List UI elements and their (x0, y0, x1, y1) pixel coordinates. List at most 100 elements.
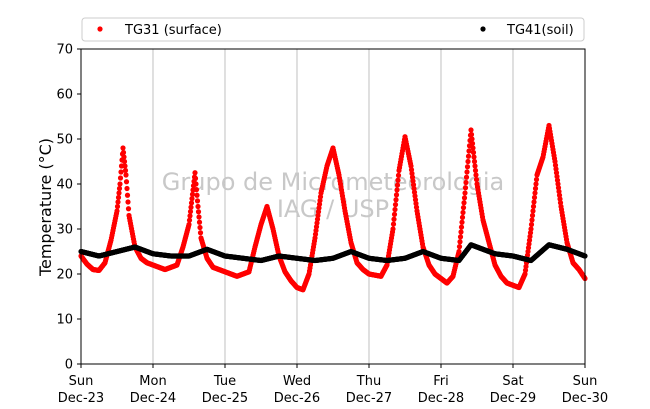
data-point (392, 206, 398, 213)
data-point (463, 179, 469, 186)
data-point (118, 169, 124, 175)
data-point (392, 202, 399, 208)
data-point (121, 154, 127, 160)
data-point (462, 190, 468, 196)
data-point (529, 217, 535, 223)
data-point (192, 175, 199, 181)
data-point (531, 194, 538, 201)
data-point (465, 158, 471, 165)
data-point (115, 194, 122, 201)
data-point (393, 192, 400, 198)
watermark-line-2: IAG / USP (277, 195, 389, 223)
watermark: Grupo de Micrometeorologia IAG / USP (162, 168, 504, 223)
data-point (473, 176, 480, 183)
data-point (471, 158, 478, 165)
data-point (530, 203, 537, 210)
data-point (459, 219, 465, 225)
series-tg31 (78, 122, 588, 293)
data-point (124, 185, 130, 192)
data-point (528, 221, 535, 228)
data-point (470, 149, 477, 156)
data-point (459, 214, 466, 220)
y-tick-label: 60 (56, 88, 73, 103)
data-point (466, 148, 472, 154)
data-point (394, 187, 400, 193)
x-tick-label-day: Sun (69, 374, 94, 389)
data-point (533, 181, 539, 187)
data-point (114, 208, 120, 214)
data-point (460, 209, 466, 216)
data-point (472, 163, 478, 169)
data-point (197, 230, 204, 236)
data-point (116, 185, 123, 192)
watermark-line-1: Grupo de Micrometeorologia (162, 168, 504, 196)
data-point (188, 204, 194, 210)
y-tick-label: 40 (56, 178, 73, 193)
data-point (468, 127, 474, 133)
x-tick-label-date: Dec-27 (346, 391, 392, 406)
data-point (120, 149, 127, 156)
data-point (125, 199, 131, 205)
legend: TG31 (surface) TG41(soil) (81, 17, 585, 42)
data-point (395, 177, 401, 183)
data-point (117, 181, 123, 187)
data-point (192, 170, 198, 176)
y-tick-label: 20 (56, 268, 73, 283)
y-tick-label: 70 (56, 43, 73, 58)
data-point (458, 224, 465, 230)
data-point (196, 214, 202, 220)
data-point (528, 226, 534, 232)
data-point (532, 190, 538, 196)
data-point (458, 229, 464, 235)
data-point (391, 216, 397, 222)
data-point (464, 169, 470, 175)
data-point (473, 172, 479, 178)
data-point (194, 198, 201, 204)
x-tick-label-day: Fri (433, 374, 449, 389)
data-point (461, 200, 467, 206)
data-point (471, 154, 477, 160)
data-point (464, 164, 471, 170)
x-tick-label-day: Tue (213, 374, 236, 389)
data-point (390, 221, 397, 227)
data-point (193, 181, 199, 187)
x-tick-label-date: Dec-25 (202, 391, 248, 406)
data-point (197, 224, 203, 231)
data-point (395, 172, 402, 178)
data-point (114, 203, 121, 210)
data-point (122, 163, 128, 169)
data-point (465, 153, 472, 159)
data-point (532, 185, 539, 192)
data-point (457, 239, 463, 245)
data-point (469, 136, 475, 142)
vertical-grid (152, 49, 514, 364)
x-tick-label-day: Sat (502, 374, 523, 389)
data-point (187, 208, 194, 215)
x-axis: Sun Dec-23 Mon Dec-24 Tue Dec-25 Wed Dec-26 Thu D… (58, 364, 608, 406)
data-point (394, 182, 401, 188)
legend-box (81, 17, 585, 42)
data-point (186, 217, 193, 223)
x-tick-label-day: Mon (139, 374, 166, 389)
data-point (195, 203, 201, 210)
data-point (468, 131, 475, 138)
data-point (390, 226, 396, 232)
legend-label-tg31: TG31 (surface) (124, 23, 222, 38)
data-point (461, 195, 468, 201)
data-point (472, 167, 479, 174)
x-tick-label-date: Dec-29 (490, 391, 536, 406)
data-point (456, 244, 463, 250)
data-point (463, 174, 470, 180)
data-point (123, 172, 129, 178)
data-point (124, 192, 131, 198)
x-tick-label-date: Dec-23 (58, 391, 104, 406)
x-tick-label-day: Thu (356, 374, 381, 389)
data-point (193, 187, 200, 193)
data-point (462, 185, 469, 191)
data-point (533, 176, 540, 183)
y-tick-label: 10 (56, 313, 73, 328)
data-point (393, 197, 399, 203)
data-point (121, 158, 128, 165)
data-point (531, 199, 537, 205)
